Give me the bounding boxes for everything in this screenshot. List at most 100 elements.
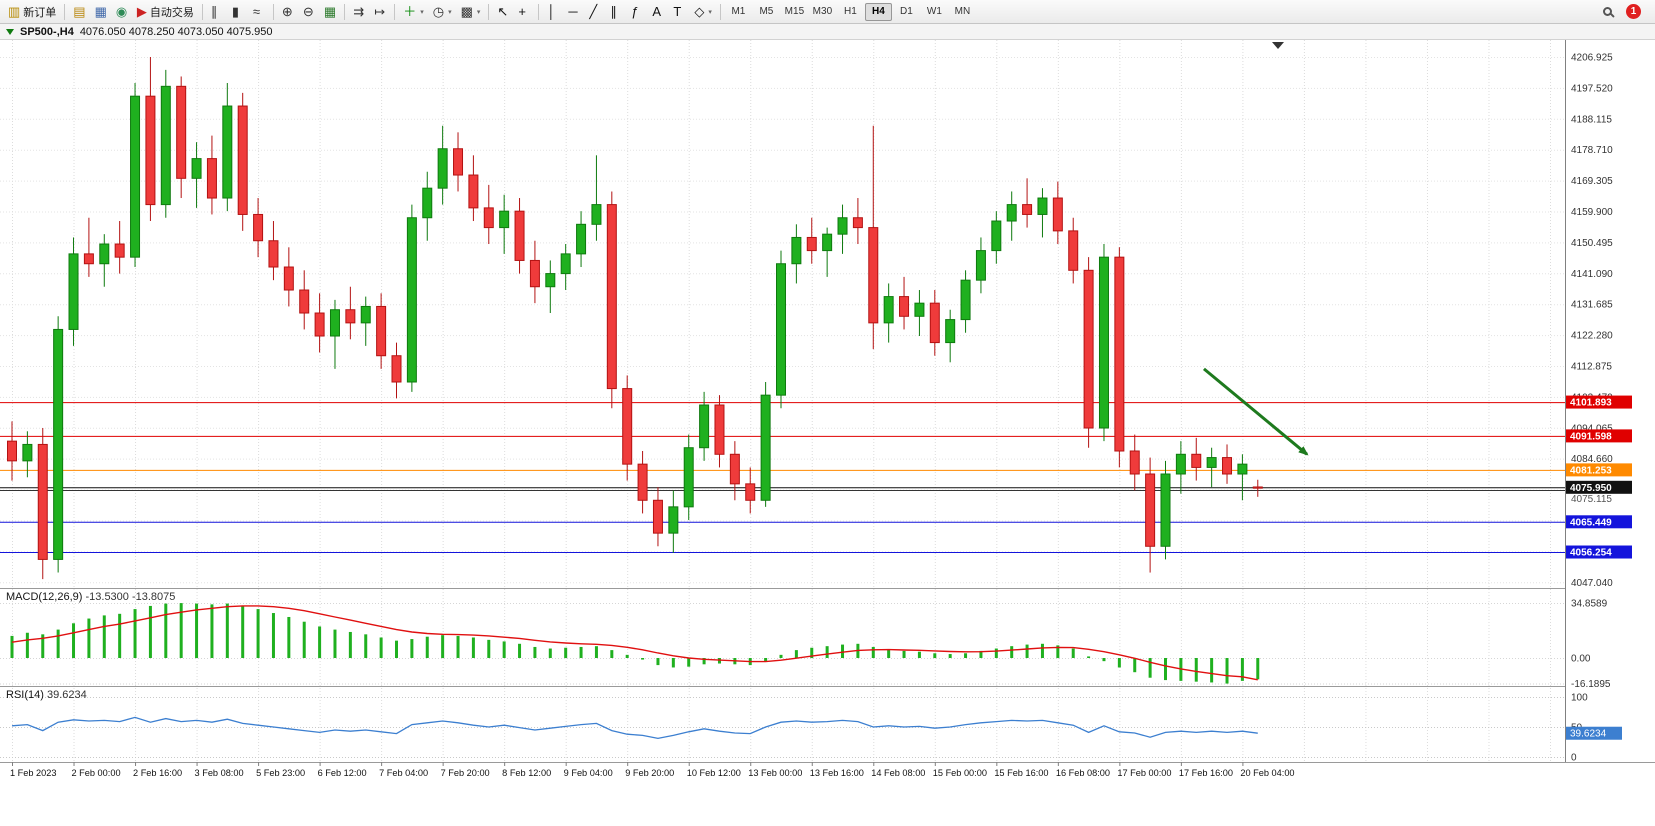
candle	[899, 296, 910, 317]
fibonacci-button[interactable]: ƒ	[627, 2, 647, 22]
trend-arrow-annotation[interactable]	[1202, 367, 1309, 456]
price-badge-4081.253	[1566, 463, 1632, 477]
dropdown-arrow-icon[interactable]: ▾	[708, 8, 712, 16]
text-button[interactable]: A	[648, 2, 668, 22]
candle	[806, 236, 817, 252]
time-axis-label: 6 Feb 12:00	[318, 768, 367, 778]
candle	[37, 443, 48, 560]
toolbar-separator	[538, 3, 540, 20]
candle	[514, 210, 525, 261]
candle	[283, 266, 294, 291]
rsi-value-badge	[1566, 726, 1622, 740]
timeframe-MN[interactable]: MN	[954, 6, 971, 17]
shapes-icon: ◇	[694, 4, 705, 19]
candle	[253, 213, 264, 242]
line-chart-type-button[interactable]: ≈	[249, 2, 269, 22]
candle	[1175, 453, 1186, 475]
time-axis-label: 13 Feb 16:00	[810, 768, 864, 778]
dropdown-arrow-icon[interactable]: ▾	[420, 8, 424, 16]
market-watch-button[interactable]: ▤	[69, 2, 89, 22]
candle	[852, 217, 863, 229]
zoom-out-icon: ⊖	[302, 4, 314, 19]
candle	[776, 263, 786, 396]
timeframe-W1[interactable]: W1	[926, 6, 942, 17]
timeframe-M1[interactable]: M1	[731, 6, 746, 17]
candlestick-chart-type-button[interactable]: ▮	[228, 2, 248, 22]
timeframe-M5[interactable]: M5	[759, 6, 774, 17]
time-axis-label: 14 Feb 08:00	[871, 768, 925, 778]
vertical-line-button[interactable]: │	[543, 2, 563, 22]
dropdown-arrow-icon[interactable]: ▾	[448, 8, 452, 16]
horizontal-line-button[interactable]: ─	[564, 2, 584, 22]
candle	[345, 309, 356, 324]
candle	[22, 443, 33, 462]
autotrade-button[interactable]: ▶ 自动交易	[133, 2, 198, 22]
candle	[130, 95, 141, 258]
bar-chart-type-button[interactable]: ∥	[207, 2, 227, 22]
candle	[7, 440, 17, 462]
svg-text:4081.253: 4081.253	[1570, 465, 1612, 476]
time-axis-label: 7 Feb 20:00	[441, 768, 490, 778]
navigator-button[interactable]: ◉	[112, 2, 132, 22]
fibonacci-icon: ƒ	[631, 4, 639, 19]
timeframe-D1[interactable]: D1	[900, 6, 913, 17]
candle	[1222, 457, 1233, 475]
template-button[interactable]: ▩ ▾	[457, 2, 485, 22]
dropdown-arrow-icon[interactable]: ▾	[476, 8, 481, 16]
chart-shift-button[interactable]: ↦	[370, 2, 390, 22]
crosshair-icon: +	[518, 4, 526, 19]
symbol-collapse-triangle-icon[interactable]	[6, 28, 14, 35]
toolbar-separator	[272, 3, 274, 20]
price-tick-label: 4169.305	[1571, 176, 1613, 187]
candle	[606, 204, 617, 390]
rsi-scale-label: 100	[1571, 693, 1588, 704]
timeframe-H4[interactable]: H4	[864, 2, 892, 21]
crosshair-button[interactable]: +	[514, 2, 534, 22]
candle	[683, 447, 694, 508]
price-tick-label: 4206.925	[1571, 53, 1613, 64]
search-button[interactable]	[1599, 2, 1619, 22]
zoom-in-button[interactable]: ⊕	[278, 2, 298, 22]
time-axis-label: 3 Feb 08:00	[195, 768, 244, 778]
notifications-badge[interactable]: 1	[1626, 4, 1641, 19]
candle	[822, 233, 833, 252]
cursor-button[interactable]: ↖	[493, 2, 513, 22]
label-button[interactable]: T	[669, 2, 689, 22]
candle	[299, 289, 310, 314]
candle	[960, 279, 971, 321]
macd-scale-label: 34.8589	[1571, 598, 1608, 609]
price-badge-4056.254	[1566, 545, 1632, 559]
candles-layer	[7, 57, 1263, 580]
add-indicator-button[interactable]: ＋ ▾	[399, 2, 428, 22]
zoom-out-button[interactable]: ⊖	[299, 2, 319, 22]
shapes-button[interactable]: ◇ ▾	[690, 2, 716, 22]
market-watch-icon: ▤	[73, 4, 86, 19]
candle	[1068, 230, 1079, 271]
candle	[53, 328, 64, 560]
chart-shift-marker[interactable]	[1272, 42, 1284, 49]
candle	[929, 302, 940, 344]
price-badge-4075.950	[1566, 480, 1632, 494]
price-badge-4091.598	[1566, 429, 1632, 443]
candle	[453, 148, 464, 176]
timeframe-M30[interactable]: M30	[812, 6, 833, 17]
new-order-button[interactable]: ▥ 新订单	[4, 2, 60, 22]
auto-scroll-button[interactable]: ⇉	[349, 2, 369, 22]
timeframe-H1[interactable]: H1	[844, 6, 857, 17]
trendline-button[interactable]: ╱	[585, 2, 605, 22]
candle	[622, 388, 633, 465]
tile-windows-button[interactable]: ▦	[320, 2, 340, 22]
price-tick-label: 4131.685	[1571, 300, 1613, 311]
channel-button[interactable]: ∥	[606, 2, 626, 22]
candle	[529, 259, 540, 288]
svg-text:4056.254: 4056.254	[1570, 548, 1612, 559]
candle	[1252, 486, 1263, 489]
candle	[729, 453, 740, 485]
timeframe-M15[interactable]: M15	[784, 6, 805, 17]
period-button[interactable]: ◷ ▾	[429, 2, 456, 22]
chart-canvas[interactable]: 4206.925 4197.520 4188.115 4178.710 4169.305…	[0, 40, 1655, 826]
price-line-label: 4075.115	[1571, 494, 1612, 505]
time-axis-label: 13 Feb 00:00	[748, 768, 802, 778]
candle	[1098, 256, 1109, 429]
data-window-button[interactable]: ▦	[91, 2, 111, 22]
